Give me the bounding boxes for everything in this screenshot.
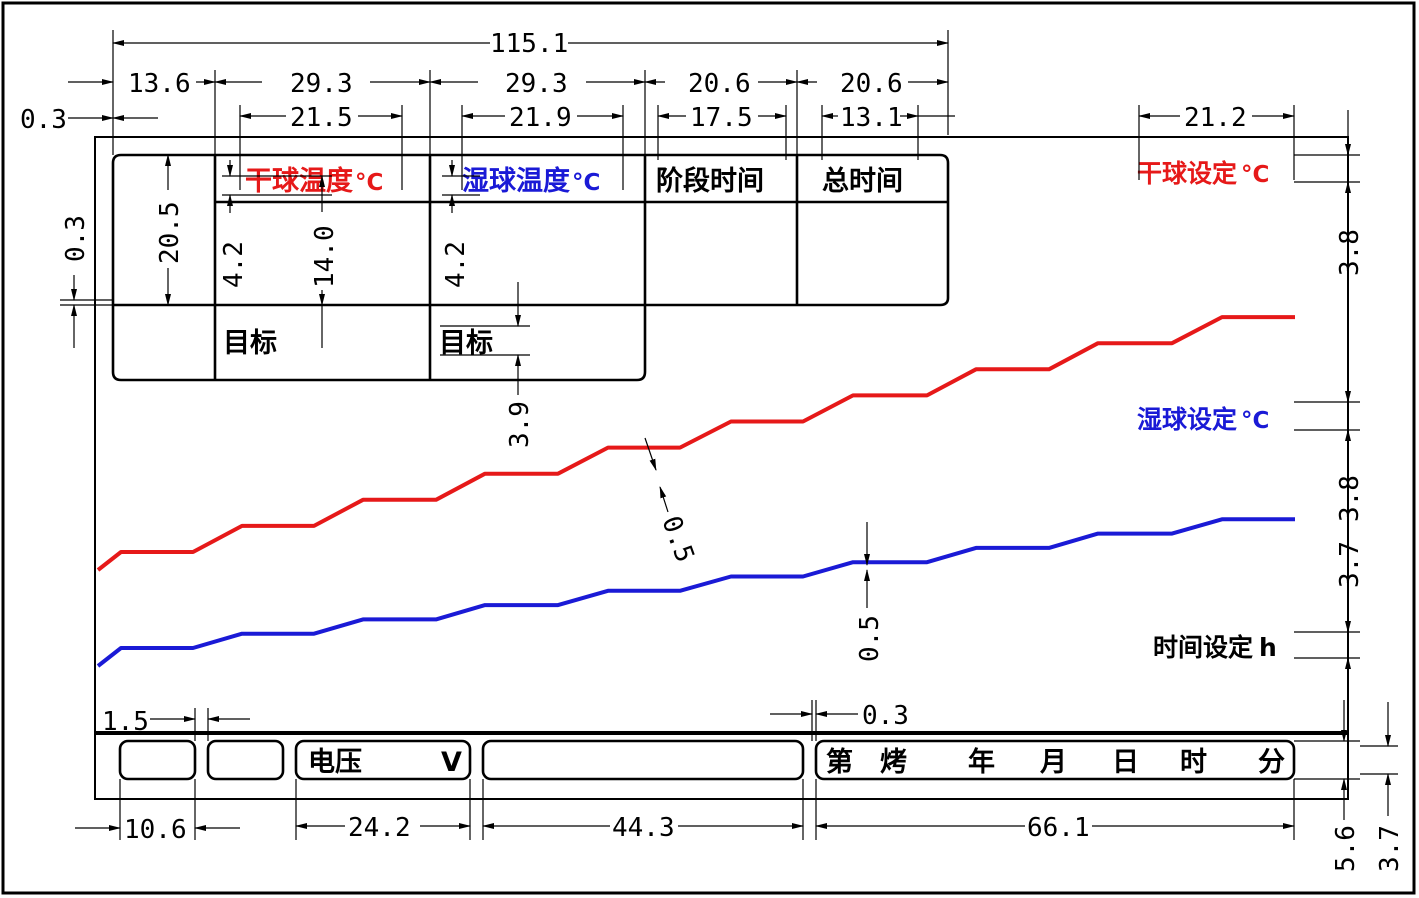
dim-4-2-a: 4.2: [219, 241, 249, 288]
dim-66-1: 66.1: [1027, 813, 1090, 843]
wet-bulb-curve: [96, 517, 1295, 668]
dim-0-5-slanted: 0.5: [655, 512, 699, 566]
voltage-unit: V: [441, 747, 462, 778]
dim-24-2: 24.2: [348, 813, 411, 843]
dim-29-3-a: 29.3: [290, 69, 353, 99]
dim-3-9: 3.9: [505, 401, 535, 448]
dim-17-5: 17.5: [690, 103, 753, 133]
dim-115-1: 115.1: [490, 29, 568, 59]
dry-target-label: 目标: [223, 328, 277, 359]
dim-13-1: 13.1: [840, 103, 903, 133]
dimension-lines: [60, 30, 1398, 840]
date-char-1: 烤: [880, 747, 907, 778]
dim-20-6-b: 20.6: [840, 69, 903, 99]
dim-4-2-b: 4.2: [441, 241, 471, 288]
date-char-4: 日: [1112, 747, 1139, 778]
dim-1-5: 1.5: [102, 707, 149, 737]
dim-3-8-a: 3.8: [1335, 229, 1365, 276]
voltage-box: [294, 739, 472, 781]
date-labels: 第烤 年 月 日 时 分: [826, 746, 1285, 778]
dry-set-label: 干球设定 °C: [1137, 159, 1269, 188]
display-outline: [94, 136, 1349, 800]
date-char-3: 月: [1039, 747, 1067, 778]
dim-10-6: 10.6: [124, 815, 187, 845]
date-char-2: 年: [968, 746, 995, 778]
dim-21-9: 21.9: [509, 103, 572, 133]
dim-5-6: 5.6: [1331, 825, 1361, 872]
dim-3-7-a: 3.7: [1335, 541, 1365, 588]
dry-temp-header: 干球温度°C: [245, 165, 383, 197]
dim-0-3-top: 0.3: [20, 105, 67, 135]
wet-target-label: 目标: [439, 328, 493, 359]
temperature-curves: [96, 315, 1295, 668]
bottom-box-1: [118, 739, 197, 781]
message-box: [481, 739, 805, 781]
dim-0-3-left: 0.3: [61, 215, 91, 262]
dim-20-6-a: 20.6: [688, 69, 751, 99]
date-char-0: 第: [826, 746, 853, 778]
dim-14-0: 14.0: [310, 225, 340, 288]
bottom-box-2: [206, 739, 285, 781]
dim-3-8-b: 3.8: [1335, 475, 1365, 522]
dim-21-5: 21.5: [290, 103, 353, 133]
upper-table: [111, 153, 950, 382]
dry-bulb-curve: [96, 315, 1295, 572]
date-box: [814, 739, 1296, 781]
time-set-label: 时间设定 h: [1153, 633, 1277, 662]
dim-3-7-b: 3.7: [1375, 825, 1405, 872]
dim-0-3-bottom: 0.3: [862, 701, 909, 731]
dim-0-5-vertical: 0.5: [855, 615, 885, 662]
wet-set-label: 湿球设定 °C: [1137, 405, 1269, 434]
dim-21-2: 21.2: [1184, 103, 1247, 133]
date-char-5: 时: [1180, 747, 1207, 778]
dim-13-6: 13.6: [128, 69, 191, 99]
date-char-6: 分: [1258, 747, 1285, 778]
dim-44-3: 44.3: [612, 813, 675, 843]
stage-time-header: 阶段时间: [656, 166, 764, 197]
dim-29-3-b: 29.3: [505, 69, 568, 99]
voltage-label: 电压: [308, 747, 362, 778]
dim-20-5: 20.5: [155, 201, 185, 264]
total-time-header: 总时间: [822, 166, 903, 197]
wet-temp-header: 湿球温度°C: [462, 165, 600, 197]
